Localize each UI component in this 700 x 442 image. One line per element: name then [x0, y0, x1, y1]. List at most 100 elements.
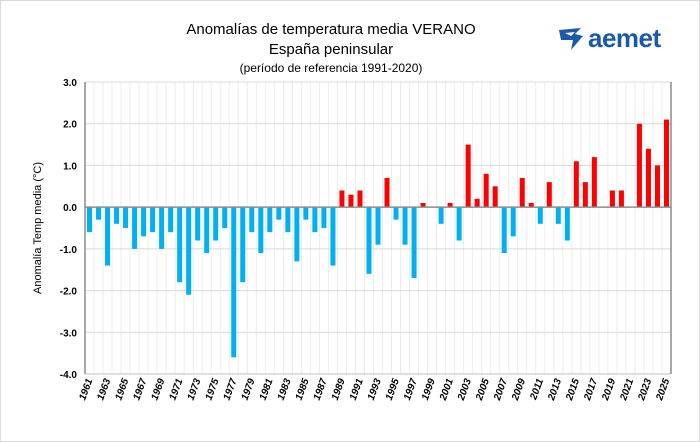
bar-1963 [105, 207, 111, 266]
bar-1982 [276, 207, 282, 220]
bar-1977 [231, 207, 237, 358]
bar-1991 [357, 190, 363, 208]
bar-2011 [537, 207, 543, 224]
bar-1969 [159, 207, 165, 249]
x-tick-label: 1973 [186, 377, 204, 402]
x-tick-label: 2015 [564, 377, 582, 403]
bar-1985 [303, 207, 309, 220]
bar-1978 [240, 207, 246, 283]
bar-1984 [294, 207, 300, 262]
x-tick-label: 2003 [456, 377, 474, 403]
bar-2019 [609, 190, 615, 208]
y-tick-label: -1.0 [60, 245, 78, 256]
x-tick-label: 2011 [528, 377, 546, 402]
bar-1987 [321, 207, 327, 228]
bar-2022 [636, 123, 642, 208]
x-tick-label: 1989 [330, 377, 348, 402]
x-tick-label: 2017 [582, 377, 600, 403]
x-tick-label: 1971 [168, 377, 186, 402]
x-tick-label: 2013 [546, 377, 564, 403]
y-tick-label: 2.0 [63, 120, 77, 131]
bar-1997 [411, 207, 417, 279]
chart-reference-period: (período de referencia 1991-2020) [239, 61, 423, 75]
bar-2017 [591, 157, 597, 208]
x-tick-label: 1995 [384, 377, 402, 402]
x-tick-label: 2025 [654, 377, 672, 403]
bar-1992 [366, 207, 372, 274]
bar-1980 [258, 207, 264, 254]
chart-subtitle: España peninsular [268, 41, 394, 58]
bar-1986 [312, 207, 318, 233]
x-tick-label: 1997 [402, 377, 420, 402]
bar-1972 [186, 207, 192, 295]
y-tick-label: 1.0 [63, 161, 77, 172]
bar-1964 [114, 207, 120, 224]
x-tick-label: 2009 [510, 377, 528, 403]
bar-2005 [483, 173, 489, 208]
x-tick-label: 2021 [618, 377, 636, 403]
y-tick-label: 0.0 [63, 203, 77, 214]
x-tick-label: 1993 [366, 377, 384, 402]
y-axis-label: Anomalía Temp media (°C) [32, 162, 44, 294]
x-tick-label: 1991 [348, 377, 366, 402]
aemet-logo-icon [559, 27, 583, 50]
bar-2023 [645, 148, 651, 208]
chart-title: Anomalías de temperatura media VERANO [186, 21, 476, 38]
x-tick-label: 1965 [113, 377, 131, 402]
bar-1961 [87, 207, 93, 233]
y-tick-label: -3.0 [60, 328, 78, 339]
y-tick-label: -4.0 [60, 370, 78, 381]
bar-1974 [204, 207, 210, 254]
aemet-logo-text: aemet [588, 23, 661, 53]
bar-2015 [573, 161, 579, 208]
x-tick-label: 1975 [204, 377, 222, 402]
bar-2007 [501, 207, 507, 254]
x-tick-label: 1977 [222, 377, 240, 402]
bar-1971 [177, 207, 183, 283]
bar-1994 [384, 177, 390, 208]
bar-1995 [393, 207, 399, 220]
bar-1993 [375, 207, 381, 245]
bar-1965 [123, 207, 129, 228]
bar-1967 [141, 207, 147, 237]
bar-2001 [447, 202, 453, 208]
bar-2013 [555, 207, 561, 224]
x-tick-label: 1987 [312, 377, 330, 402]
x-tick-label: 1999 [420, 377, 438, 402]
bar-1989 [339, 190, 345, 208]
bar-2002 [456, 207, 462, 241]
bar-2012 [546, 182, 552, 208]
bar-2024 [654, 165, 660, 208]
x-tick-label: 2001 [438, 377, 456, 403]
bar-1981 [267, 207, 273, 233]
bar-1983 [285, 207, 291, 233]
bar-1970 [168, 207, 174, 233]
x-tick-label: 1963 [95, 377, 113, 402]
x-tick-label: 1961 [77, 377, 95, 402]
bar-2009 [519, 177, 525, 208]
bar-2004 [474, 198, 480, 208]
bar-1962 [96, 207, 102, 220]
bar-2014 [564, 207, 570, 241]
x-tick-label: 2007 [492, 377, 510, 403]
bar-1966 [132, 207, 138, 249]
bar-2003 [465, 144, 471, 208]
x-tick-label: 2023 [636, 377, 654, 403]
x-tick-label: 1983 [276, 377, 294, 402]
bar-2000 [438, 207, 444, 224]
bar-1975 [213, 207, 219, 241]
y-tick-label: -2.0 [60, 287, 78, 298]
y-tick-label: 3.0 [63, 78, 77, 89]
bar-2025 [663, 119, 669, 208]
bar-1976 [222, 207, 228, 228]
bar-1988 [330, 207, 336, 266]
x-tick-label: 1979 [240, 377, 258, 402]
bar-2016 [582, 182, 588, 208]
x-tick-label: 2019 [600, 377, 618, 403]
x-tick-label: 1981 [258, 377, 276, 402]
x-tick-label: 1967 [131, 377, 149, 402]
bar-2008 [510, 207, 516, 237]
bar-1996 [402, 207, 408, 245]
